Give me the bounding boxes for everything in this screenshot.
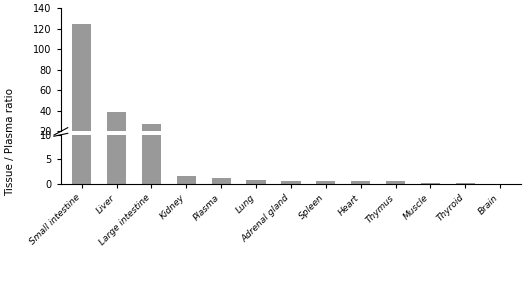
Bar [455,183,475,184]
Bar [142,51,161,184]
Bar [386,181,405,184]
Bar [142,124,161,152]
Bar [281,181,300,184]
Bar [247,151,266,152]
Bar [351,181,370,184]
Bar [72,24,92,152]
Bar [177,175,196,184]
Bar [212,178,231,184]
Bar [72,0,92,184]
Text: Tissue / Plasma ratio: Tissue / Plasma ratio [5,87,15,196]
Bar [316,181,335,184]
Bar [386,151,405,152]
Bar [107,0,126,184]
Bar [316,151,335,152]
Bar [351,151,370,152]
Bar [247,179,266,184]
Bar [107,112,126,152]
Bar [421,183,440,184]
Bar [177,150,196,152]
Bar [281,151,300,152]
Bar [212,151,231,152]
